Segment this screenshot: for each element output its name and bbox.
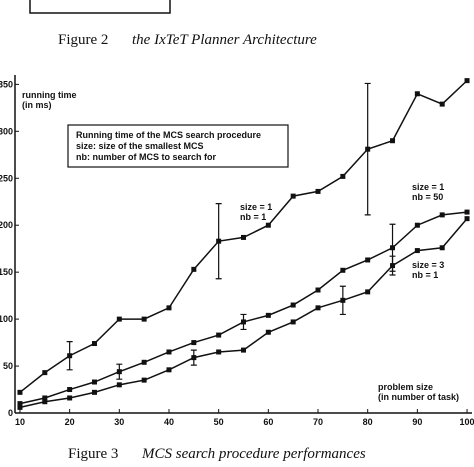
point: [365, 289, 371, 295]
point: [216, 349, 222, 355]
point: [216, 332, 222, 338]
legend-text: nb: number of MCS to search for: [76, 152, 217, 162]
error-bar: [215, 203, 222, 280]
point: [390, 138, 396, 144]
x-axis-label: problem size: [378, 382, 433, 392]
point: [17, 401, 23, 407]
point: [116, 316, 122, 322]
y-axis-label: running time: [22, 90, 77, 100]
series-line: [19, 218, 468, 409]
point: [141, 377, 147, 383]
point: [91, 389, 97, 395]
x-tick-label: 50: [214, 417, 224, 427]
legend-text: size: size of the smallest MCS: [76, 141, 204, 151]
point: [365, 257, 371, 263]
x-tick-label: 80: [363, 417, 373, 427]
point: [290, 302, 296, 308]
y-tick-label: 300: [0, 126, 13, 136]
point: [67, 387, 73, 393]
point: [464, 78, 470, 84]
point: [439, 101, 445, 107]
y-tick-label: 100: [0, 314, 13, 324]
series-annotation: nb = 1: [240, 212, 266, 222]
point: [464, 209, 470, 215]
figure2-label: Figure 2: [58, 32, 108, 48]
series-line: [19, 211, 468, 405]
series-annotation: nb = 50: [412, 192, 443, 202]
x-tick-label: 100: [460, 417, 474, 427]
figure2-box: [29, 0, 171, 14]
point: [414, 248, 420, 254]
point: [166, 349, 172, 355]
point: [42, 370, 48, 376]
x-axis-label: (in number of task): [378, 392, 459, 402]
point: [340, 173, 346, 179]
error-bar: [190, 349, 197, 366]
point: [265, 329, 271, 335]
point: [141, 316, 147, 322]
figure3-label: Figure 3: [68, 446, 118, 462]
x-tick-label: 60: [263, 417, 273, 427]
error-bar: [240, 313, 247, 331]
point: [166, 305, 172, 311]
x-tick-label: 30: [114, 417, 124, 427]
point: [290, 193, 296, 199]
legend-text: Running time of the MCS search procedure: [76, 130, 261, 140]
point: [414, 91, 420, 97]
point: [439, 245, 445, 251]
point: [241, 234, 246, 240]
error-bar: [116, 363, 123, 380]
point: [42, 399, 48, 405]
y-tick-label: 250: [0, 173, 13, 183]
y-tick-label: 200: [0, 220, 13, 230]
y-tick-label: 150: [0, 267, 13, 277]
point: [91, 341, 97, 347]
y-tick-label: 50: [3, 361, 13, 371]
point: [42, 395, 48, 401]
series-annotation: size = 3: [412, 260, 444, 270]
series-annotation: size = 1: [412, 182, 444, 192]
point: [17, 404, 23, 410]
point: [241, 347, 246, 353]
point: [141, 359, 147, 365]
series-annotation: nb = 1: [412, 270, 438, 280]
error-bar: [364, 82, 371, 216]
point: [315, 287, 321, 293]
legend-box: [67, 124, 289, 168]
x-tick-label: 10: [15, 417, 25, 427]
x-tick-label: 40: [164, 417, 174, 427]
point: [67, 395, 73, 401]
point: [191, 266, 197, 272]
figure3-text: MCS search procedure performances: [141, 446, 366, 462]
point: [315, 188, 321, 194]
y-axis-label: (in ms): [22, 100, 52, 110]
x-tick-label: 20: [65, 417, 75, 427]
point: [265, 222, 271, 228]
x-tick-label: 70: [313, 417, 323, 427]
point: [91, 379, 97, 385]
point: [340, 267, 346, 273]
error-bar: [389, 255, 396, 276]
point: [166, 367, 172, 373]
figure2-text: the IxTeT Planner Architecture: [132, 32, 317, 48]
point: [290, 319, 296, 325]
point: [414, 222, 420, 228]
series-annotation: size = 1: [240, 202, 272, 212]
error-bar: [66, 341, 73, 371]
y-tick-label: 350: [0, 79, 13, 89]
point: [439, 212, 445, 218]
error-bar: [339, 285, 346, 316]
point: [116, 382, 122, 388]
point: [17, 389, 23, 395]
x-tick-label: 90: [412, 417, 422, 427]
y-tick-label: 0: [8, 408, 13, 418]
point: [464, 216, 470, 222]
point: [191, 340, 197, 346]
point: [315, 305, 321, 311]
point: [265, 312, 271, 318]
